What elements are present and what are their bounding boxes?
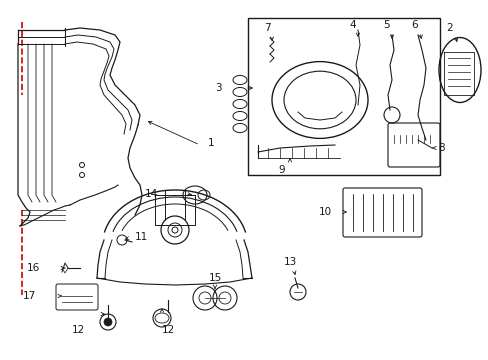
Text: 12: 12 xyxy=(161,325,174,335)
Text: 17: 17 xyxy=(23,291,36,301)
Text: 10: 10 xyxy=(318,207,331,217)
Text: 13: 13 xyxy=(283,257,296,267)
Text: 14: 14 xyxy=(144,189,158,199)
Text: 15: 15 xyxy=(208,273,221,283)
Text: 16: 16 xyxy=(27,263,40,273)
Text: 6: 6 xyxy=(411,20,417,30)
Text: 4: 4 xyxy=(349,20,356,30)
Circle shape xyxy=(104,318,112,326)
Text: 1: 1 xyxy=(207,138,214,148)
Text: 9: 9 xyxy=(278,165,285,175)
Text: 12: 12 xyxy=(71,325,84,335)
Text: 5: 5 xyxy=(383,20,389,30)
Text: 8: 8 xyxy=(437,143,444,153)
Text: 3: 3 xyxy=(215,83,222,93)
Text: 2: 2 xyxy=(446,23,452,33)
Bar xyxy=(247,18,439,175)
Text: 7: 7 xyxy=(263,23,270,33)
Text: 11: 11 xyxy=(135,232,148,242)
